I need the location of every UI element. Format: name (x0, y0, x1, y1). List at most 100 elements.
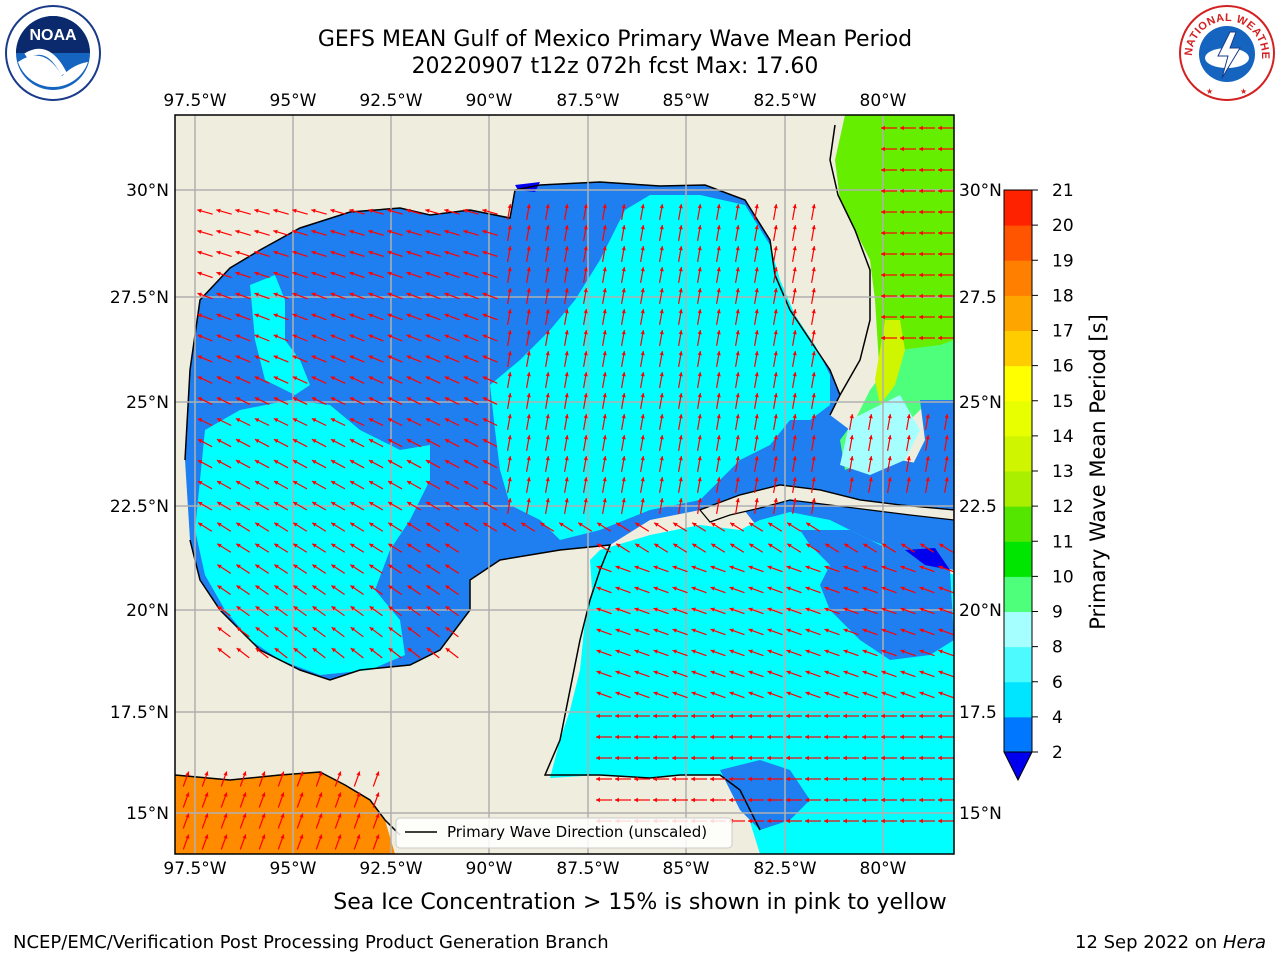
wave-arrow-head (602, 309, 607, 314)
wave-arrow-head (526, 414, 531, 419)
wave-arrow-head (849, 435, 854, 440)
wave-arrow-head (659, 351, 664, 356)
wave-arrow-head (615, 734, 619, 740)
wave-arrow-head (369, 481, 374, 485)
wave-arrow-head (330, 355, 336, 360)
wave-arrow-head (672, 776, 676, 782)
wave-arrow-head (254, 271, 259, 276)
wave-arrow-head (900, 314, 904, 320)
wave-arrow-head (881, 776, 885, 782)
wave-arrow-head (881, 586, 886, 591)
wave-arrow-head (426, 543, 431, 548)
wave-arrow-head (292, 208, 297, 213)
wave-arrow-head (900, 335, 904, 341)
wave-arrow-head (691, 797, 695, 803)
wave-arrow-head (754, 309, 759, 314)
wave-arrow-head (729, 734, 733, 740)
wave-arrow-head (583, 456, 588, 461)
lat-ticks-right: 30°N 27.5 25°N 22.5 20°N 17.5 15°N (959, 181, 1002, 824)
wave-arrow-head (881, 167, 885, 173)
wave-arrow-head (273, 334, 278, 339)
wave-arrow-head (786, 691, 791, 696)
wave-arrow-head (406, 460, 412, 464)
wave-arrow-head (331, 543, 336, 548)
wave-arrow-head (634, 797, 638, 803)
wave-arrow-head (602, 456, 607, 461)
wave-arrow-head (843, 607, 848, 612)
wave-arrow-head (330, 418, 336, 423)
wave-arrow-head (564, 225, 569, 230)
wave-arrow-head (254, 229, 259, 234)
lon-tick-label: 95°W (270, 91, 317, 111)
wave-arrow-head (887, 456, 892, 461)
wave-arrow-head (754, 477, 759, 482)
wave-arrow-head (350, 585, 355, 590)
wave-arrow-head (824, 755, 828, 761)
wave-arrow-head (425, 229, 430, 234)
wave-arrow-head (729, 691, 734, 696)
wave-arrow-head (185, 771, 190, 776)
wave-arrow-head (583, 246, 588, 251)
wave-arrow-head (545, 435, 550, 440)
wave-arrow-head (444, 271, 449, 276)
wave-arrow-head (444, 355, 450, 360)
footer-date-text: 12 Sep 2022 on (1075, 932, 1223, 953)
wave-arrow-head (787, 522, 792, 527)
wave-arrow-head (672, 797, 676, 803)
wave-arrow-head (640, 288, 645, 293)
wave-arrow-head (697, 393, 702, 398)
wave-arrow-head (843, 755, 847, 761)
wave-arrow-head (507, 477, 512, 482)
wave-arrow-head (887, 414, 892, 419)
wave-arrow-head (235, 208, 240, 213)
wave-arrow-head (729, 586, 734, 591)
wave-arrow-head (197, 292, 202, 297)
wave-arrow-head (254, 418, 260, 423)
wave-arrow-head (615, 776, 619, 782)
wave-arrow-head (583, 393, 588, 398)
wave-arrow-head (407, 648, 413, 653)
wave-arrow-head (545, 267, 550, 272)
wave-arrow-head (216, 292, 221, 297)
wave-arrow-head (919, 607, 924, 612)
wave-arrow-head (697, 204, 702, 209)
wave-arrow-head (634, 649, 639, 654)
wave-arrow-head (767, 607, 772, 612)
wave-arrow-head (602, 246, 607, 251)
wave-arrow-head (843, 713, 847, 719)
wave-arrow-head (938, 335, 942, 341)
wave-arrow-head (767, 586, 772, 591)
wave-arrow-head (368, 439, 374, 444)
wave-arrow-head (621, 372, 626, 377)
sea-ice-note: Sea Ice Concentration > 15% is shown in … (333, 890, 947, 915)
wave-arrow-head (678, 435, 683, 440)
wave-arrow-head (862, 713, 866, 719)
wave-arrow-head (900, 691, 905, 696)
wave-arrow-head (634, 586, 639, 591)
wave-arrow-head (621, 225, 626, 230)
wave-arrow-head (621, 330, 626, 335)
wave-arrow-head (710, 713, 714, 719)
wave-arrow-head (938, 713, 942, 719)
direction-legend: Primary Wave Direction (unscaled) (395, 817, 733, 849)
lon-tick-label: 90°W (466, 859, 513, 879)
lon-ticks-top: 97.5°W 95°W 92.5°W 90°W 87.5°W 85°W 82.5… (163, 91, 906, 111)
wave-arrow-head (387, 334, 392, 339)
wave-arrow-head (748, 691, 753, 696)
wave-arrow-head (254, 439, 260, 444)
wave-arrow-head (754, 456, 759, 461)
wave-arrow-head (444, 334, 449, 339)
wave-arrow-head (602, 288, 607, 293)
wave-arrow-head (349, 460, 355, 464)
wave-arrow-head (716, 456, 721, 461)
wave-arrow-head (716, 498, 721, 503)
wave-arrow-head (697, 309, 702, 314)
wave-arrow-head (659, 393, 664, 398)
wave-arrow-head (369, 585, 374, 590)
wave-arrow-head (805, 797, 809, 803)
wave-arrow-head (881, 125, 885, 131)
wave-arrow-head (406, 313, 411, 318)
wave-arrow-head (445, 585, 450, 590)
wave-arrow-head (792, 330, 797, 335)
wave-arrow-head (729, 776, 733, 782)
